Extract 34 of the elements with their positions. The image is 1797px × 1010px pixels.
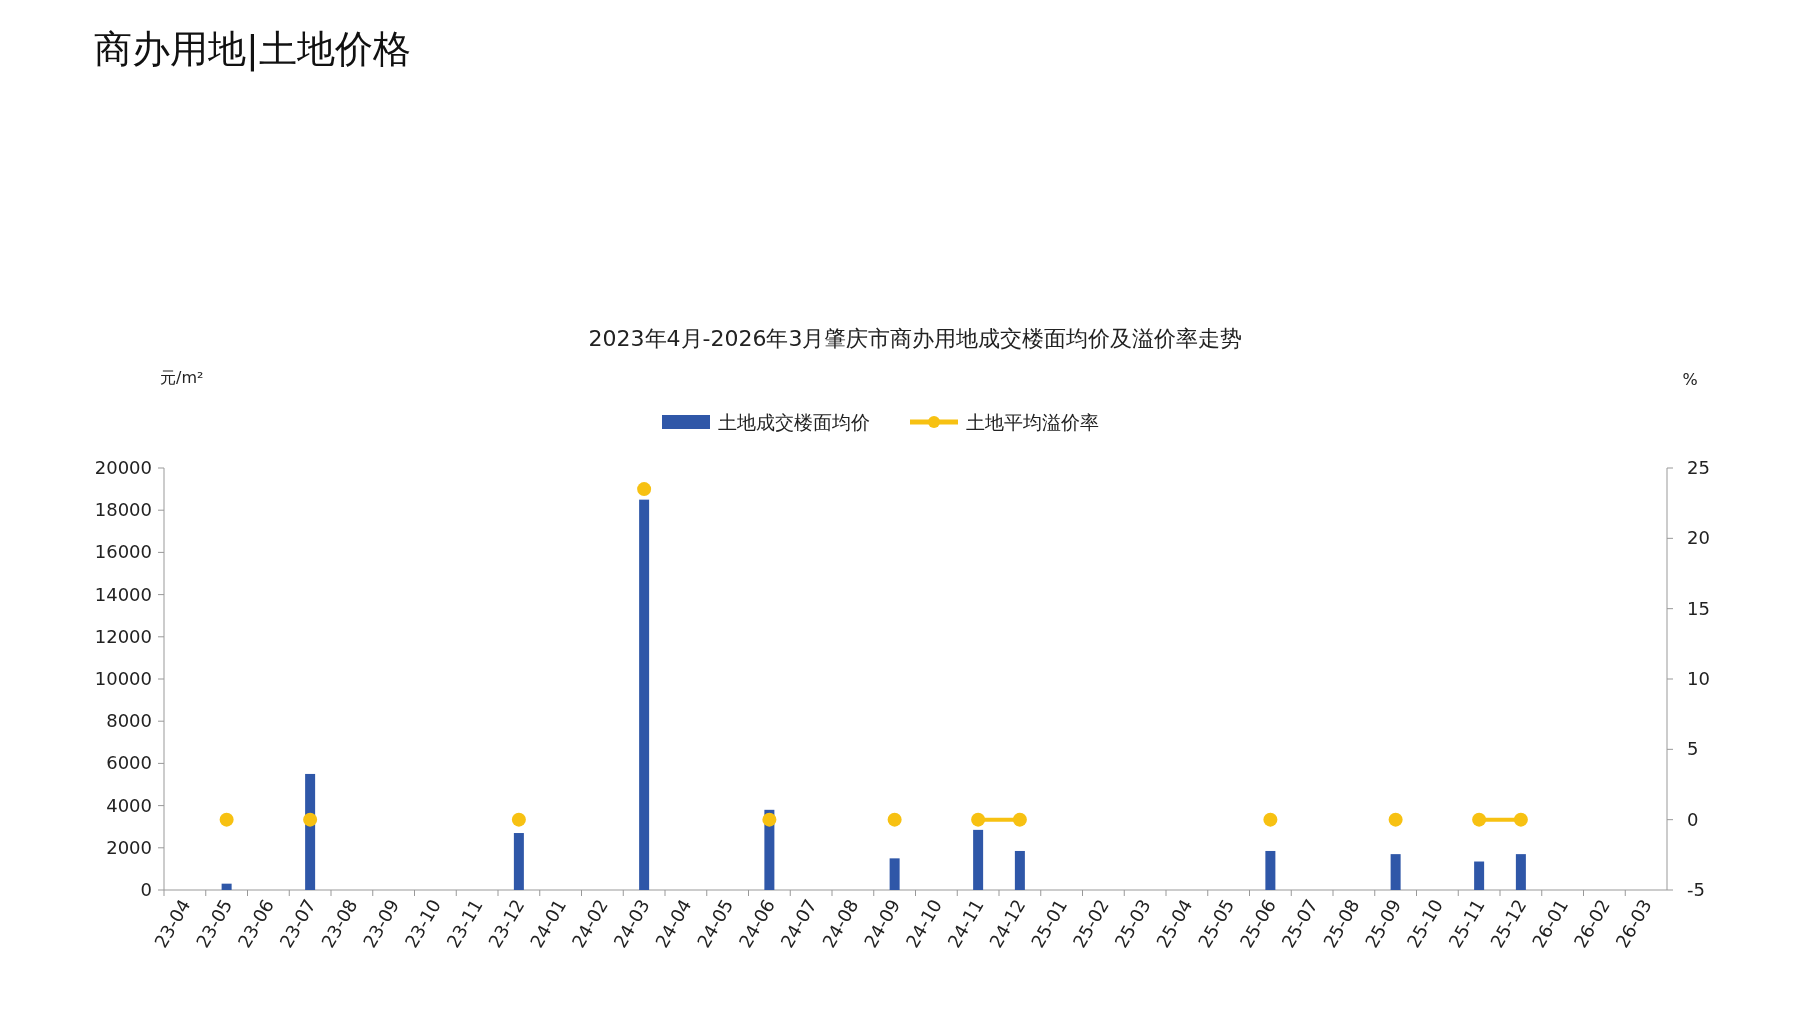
y2-tick-label: 25 xyxy=(1687,457,1710,478)
chart-title: 2023年4月-2026年3月肇庆市商办用地成交楼面均价及溢价率走势 xyxy=(588,326,1243,351)
y-tick-label: 2000 xyxy=(106,836,152,858)
y-tick-label: 16000 xyxy=(94,541,152,563)
bar xyxy=(1265,850,1276,890)
y2-tick-label: 10 xyxy=(1687,668,1710,689)
bar xyxy=(513,833,524,890)
y-tick-label: 14000 xyxy=(94,583,152,605)
y-tick-label: 18000 xyxy=(94,499,152,521)
y2-tick-label: -5 xyxy=(1687,879,1705,900)
y2-tick-label: 20 xyxy=(1687,527,1710,549)
y-tick-label: 12000 xyxy=(94,625,152,647)
legend-label: 土地平均溢价率 xyxy=(966,411,1099,433)
y2-tick-label: 5 xyxy=(1687,738,1699,760)
bar xyxy=(1014,850,1025,890)
y2-axis-title: % xyxy=(1682,370,1698,389)
y-tick-label: 4000 xyxy=(106,794,152,816)
bar xyxy=(973,829,984,890)
bar xyxy=(889,858,900,890)
bar xyxy=(1474,861,1485,890)
legend-label: 土地成交楼面均价 xyxy=(718,411,870,433)
bar xyxy=(221,883,232,890)
bar xyxy=(639,499,650,890)
y2-tick-label: 0 xyxy=(1687,808,1699,830)
y-tick-label: 6000 xyxy=(106,752,152,774)
y-axis-title: 元/m² xyxy=(160,368,204,387)
y-tick-label: 10000 xyxy=(94,668,152,689)
y-tick-label: 20000 xyxy=(94,457,152,478)
y-tick-label: 0 xyxy=(140,879,152,900)
y2-tick-label: 15 xyxy=(1687,597,1710,619)
y-tick-label: 8000 xyxy=(106,710,152,732)
text: 商办用地|土地价格 xyxy=(94,27,411,72)
bar xyxy=(1390,854,1401,890)
bar xyxy=(1515,854,1526,890)
